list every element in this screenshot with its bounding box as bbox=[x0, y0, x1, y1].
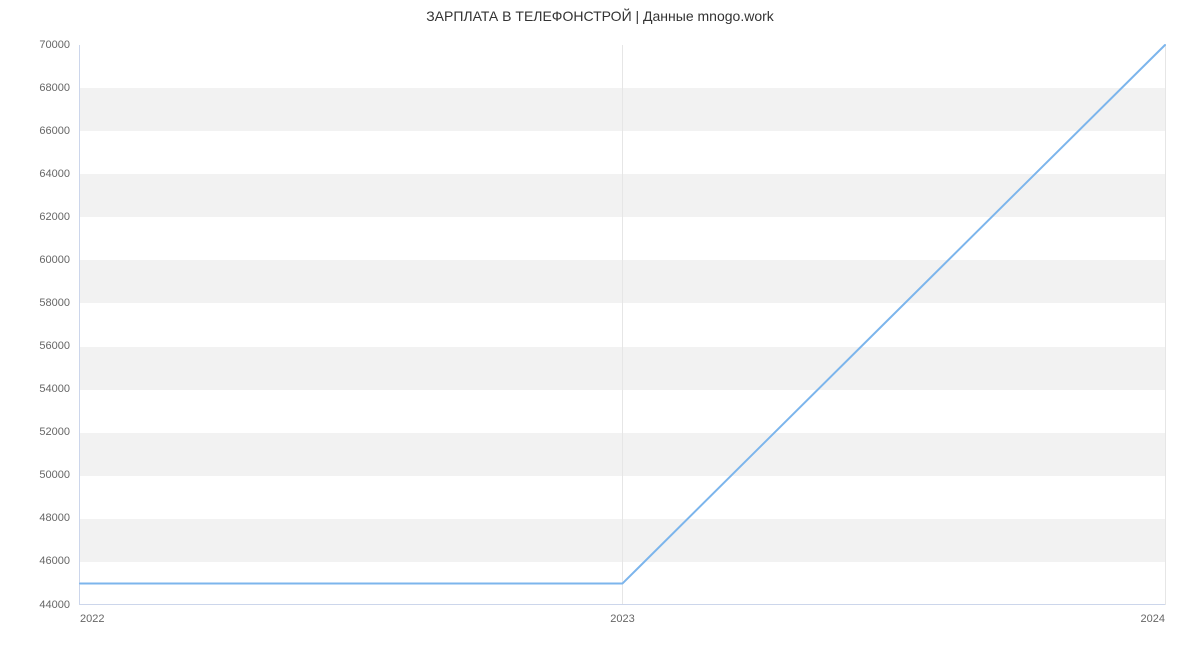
y-tick-label: 58000 bbox=[10, 297, 70, 309]
y-tick-label: 52000 bbox=[10, 426, 70, 438]
y-tick-label: 64000 bbox=[10, 168, 70, 180]
data-series bbox=[80, 45, 1165, 605]
y-tick-label: 46000 bbox=[10, 555, 70, 567]
salary-line-chart: ЗАРПЛАТА В ТЕЛЕФОНСТРОЙ | Данные mnogo.w… bbox=[0, 0, 1200, 650]
y-tick-label: 50000 bbox=[10, 469, 70, 481]
x-tick-label: 2024 bbox=[1085, 613, 1165, 625]
series-line bbox=[80, 45, 1165, 583]
y-tick-label: 60000 bbox=[10, 254, 70, 266]
chart-title: ЗАРПЛАТА В ТЕЛЕФОНСТРОЙ | Данные mnogo.w… bbox=[0, 8, 1200, 24]
plot-area: 4400046000480005000052000540005600058000… bbox=[80, 45, 1165, 605]
y-tick-label: 68000 bbox=[10, 82, 70, 94]
y-tick-label: 48000 bbox=[10, 512, 70, 524]
y-tick-label: 44000 bbox=[10, 599, 70, 611]
y-tick-label: 56000 bbox=[10, 340, 70, 352]
y-tick-label: 66000 bbox=[10, 125, 70, 137]
y-tick-label: 62000 bbox=[10, 211, 70, 223]
x-tick-label: 2023 bbox=[583, 613, 663, 625]
y-tick-label: 54000 bbox=[10, 383, 70, 395]
x-tick-label: 2022 bbox=[80, 613, 160, 625]
y-tick-label: 70000 bbox=[10, 39, 70, 51]
